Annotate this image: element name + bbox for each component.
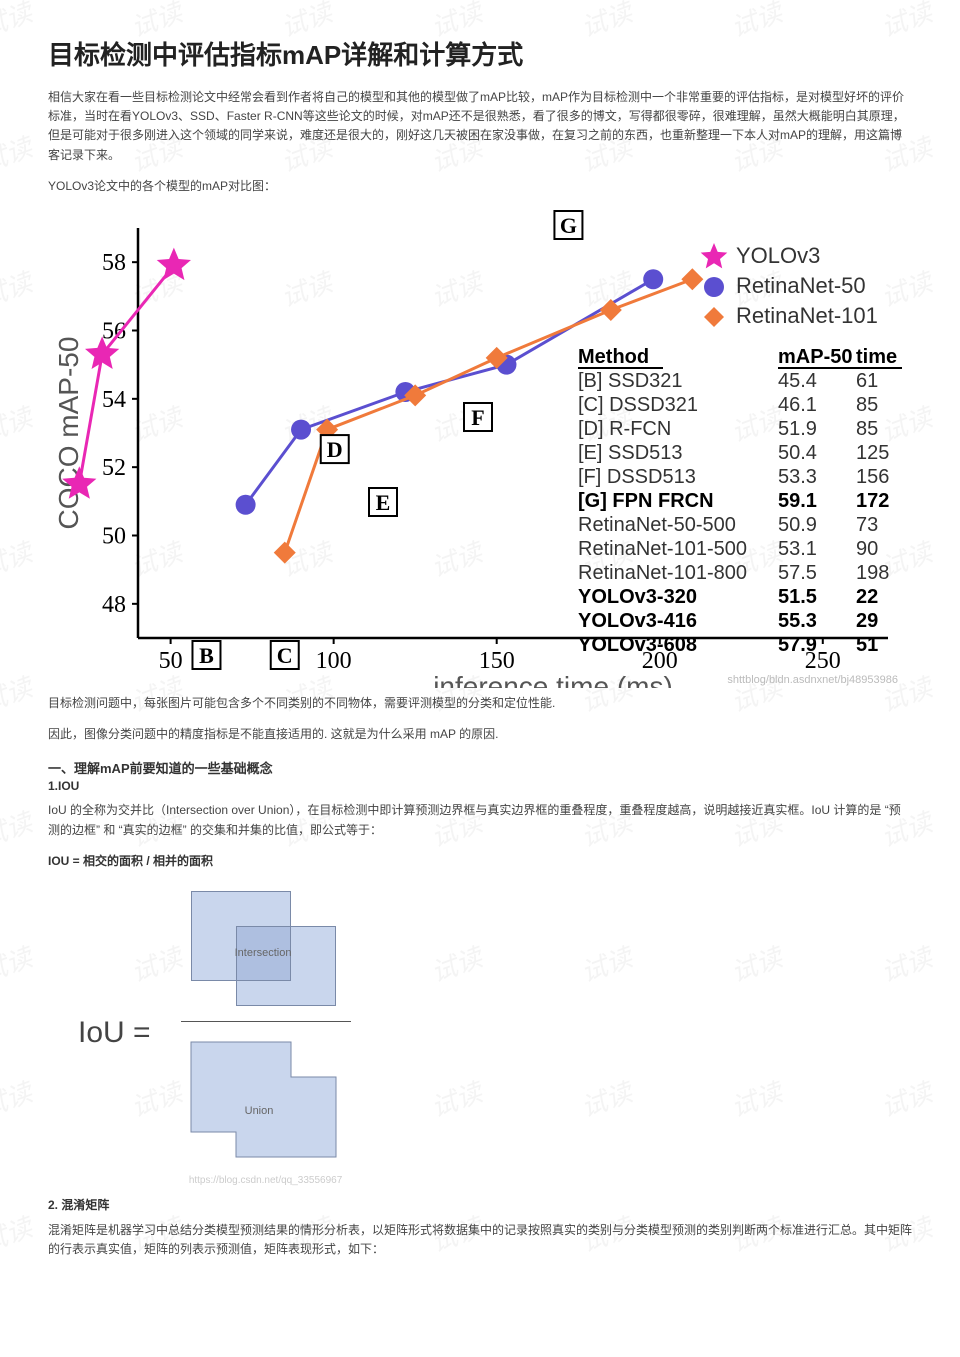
svg-text:50.4: 50.4 [778,442,817,464]
svg-text:51.9: 51.9 [778,418,817,440]
svg-text:inference time (ms): inference time (ms) [433,671,673,688]
intro-paragraph: 相信大家在看一些目标检测论文中经常会看到作者将自己的模型和其他的模型做了mAP比… [48,88,912,165]
svg-text:57.5: 57.5 [778,562,817,584]
svg-text:time: time [856,346,897,368]
svg-text:YOLOv3: YOLOv3 [736,243,820,268]
subsection-confusion-heading: 2. 混淆矩阵 [48,1196,912,1213]
svg-text:Method: Method [578,346,649,368]
chart-credit: shttblog/bldn.asdnxnet/bj48953986 [727,674,898,686]
iou-formula-text: IOU = 相交的面积 / 相并的面积 [48,852,912,869]
svg-text:52: 52 [102,455,126,481]
svg-text:57.9: 57.9 [778,634,817,656]
section-1-heading: 一、理解mAP前要知道的一些基础概念 [48,758,912,777]
intersection-label: Intersection [235,947,292,959]
svg-text:55.3: 55.3 [778,610,817,632]
union-figure: Union [181,1032,351,1167]
iou-diagram: IoU = Intersection Union https://blog.cs… [78,881,912,1186]
svg-text:85: 85 [856,418,878,440]
chart-caption: YOLOv3论文中的各个模型的mAP对比图： [48,177,912,196]
svg-text:YOLOv3-416: YOLOv3-416 [578,610,697,632]
subsection-iou-heading: 1.IOU [48,779,912,793]
svg-text:125: 125 [856,442,889,464]
paragraph-4: 因此，图像分类问题中的精度指标是不能直接适用的. 这就是为什么采用 mAP 的原… [48,725,912,744]
iou-equals-label: IoU = [78,1016,151,1050]
svg-text:198: 198 [856,562,889,584]
svg-text:COCO mAP-50: COCO mAP-50 [53,336,84,529]
svg-text:[G] FPN FRCN: [G] FPN FRCN [578,490,714,512]
svg-text:mAP-50: mAP-50 [778,346,852,368]
svg-text:50: 50 [159,648,183,674]
svg-text:50: 50 [102,523,126,549]
svg-text:[E] SSD513: [E] SSD513 [578,442,683,464]
svg-text:G: G [560,213,577,238]
svg-text:53.3: 53.3 [778,466,817,488]
intersection-figure: Intersection [181,881,351,1011]
svg-text:50.9: 50.9 [778,514,817,536]
confusion-paragraph: 混淆矩阵是机器学习中总结分类模型预测结果的情形分析表，以矩阵形式将数据集中的记录… [48,1221,912,1259]
union-label: Union [244,1105,273,1117]
svg-text:100: 100 [316,648,352,674]
svg-text:RetinaNet-50-500: RetinaNet-50-500 [578,514,736,536]
svg-text:22: 22 [856,586,878,608]
svg-text:90: 90 [856,538,878,560]
svg-text:58: 58 [102,250,126,276]
svg-text:F: F [471,405,484,430]
svg-text:73: 73 [856,514,878,536]
svg-text:[B] SSD321: [B] SSD321 [578,370,683,392]
iou-diagram-credit: https://blog.csdn.net/qq_33556967 [189,1175,342,1186]
paragraph-3: 目标检测问题中，每张图片可能包含多个不同类别的不同物体，需要评测模型的分类和定位… [48,694,912,713]
svg-text:B: B [199,643,214,668]
svg-text:RetinaNet-101-500: RetinaNet-101-500 [578,538,747,560]
svg-text:[F] DSSD513: [F] DSSD513 [578,466,696,488]
svg-text:51: 51 [856,634,878,656]
svg-text:48: 48 [102,592,126,618]
svg-text:YOLOv3-608: YOLOv3-608 [578,634,697,656]
page-title: 目标检测中评估指标mAP详解和计算方式 [48,35,912,72]
svg-text:85: 85 [856,394,878,416]
svg-text:156: 156 [856,466,889,488]
yolov3-map-chart: 48505254565850100150200250inference time… [48,208,908,688]
svg-text:51.5: 51.5 [778,586,817,608]
svg-text:45.4: 45.4 [778,370,817,392]
svg-text:D: D [327,437,343,462]
svg-text:29: 29 [856,610,878,632]
svg-text:YOLOv3-320: YOLOv3-320 [578,586,697,608]
svg-text:C: C [277,643,293,668]
svg-text:59.1: 59.1 [778,490,817,512]
svg-text:46.1: 46.1 [778,394,817,416]
svg-text:[C] DSSD321: [C] DSSD321 [578,394,698,416]
fraction-bar [181,1021,351,1022]
svg-text:[D] R-FCN: [D] R-FCN [578,418,671,440]
svg-text:RetinaNet-50: RetinaNet-50 [736,273,866,298]
svg-text:61: 61 [856,370,878,392]
svg-text:RetinaNet-101: RetinaNet-101 [736,303,878,328]
svg-text:172: 172 [856,490,889,512]
svg-text:53.1: 53.1 [778,538,817,560]
svg-text:E: E [376,490,391,515]
iou-paragraph: IoU 的全称为交并比（Intersection over Union），在目标… [48,801,912,839]
svg-text:54: 54 [102,387,126,413]
svg-text:RetinaNet-101-800: RetinaNet-101-800 [578,562,747,584]
